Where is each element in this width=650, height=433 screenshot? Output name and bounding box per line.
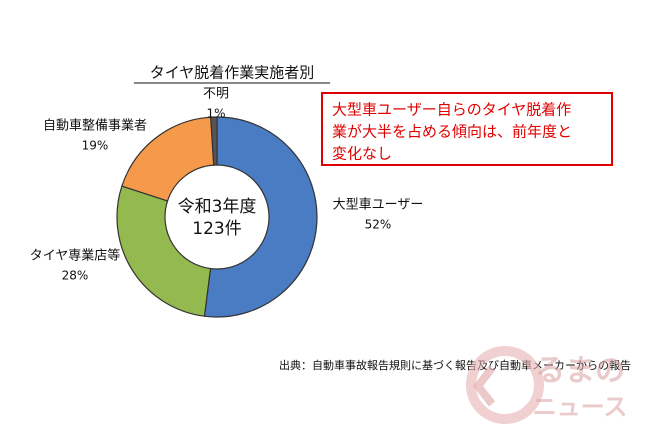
value-label: 52%	[365, 218, 392, 232]
logo-ring	[466, 346, 544, 424]
category-label: タイヤ専業店等	[30, 248, 121, 264]
center-label: 123件	[192, 219, 241, 239]
watermark: るまの	[535, 354, 625, 389]
annotation-box	[321, 92, 613, 166]
donut-segment	[116, 185, 212, 317]
annotation-line: 大型車ユーザー自らのタイヤ脱着作	[332, 101, 571, 119]
annotation-line: 業が大半を占める傾向は、前年度と	[332, 123, 572, 141]
annotation-line: 変化なし	[332, 145, 392, 163]
category-label: 不明	[203, 87, 229, 102]
chart-title: タイヤ脱着作業実施者別	[150, 64, 315, 82]
logo-mark	[472, 365, 496, 407]
donut-segment	[210, 116, 218, 166]
value-label: 19%	[82, 139, 109, 153]
category-label: 大型車ユーザー	[333, 198, 424, 213]
donut-segment	[203, 116, 318, 318]
watermark: ニュース	[533, 393, 628, 421]
center-label: 令和3年度	[178, 197, 257, 217]
source: 出典：自動車事故報告規則に基づく報告及び自動車メーカーからの報告	[279, 358, 631, 372]
category-label: 自動車整備事業者	[43, 118, 147, 134]
value-label: 1%	[206, 107, 225, 121]
value-label: 28%	[62, 269, 89, 283]
